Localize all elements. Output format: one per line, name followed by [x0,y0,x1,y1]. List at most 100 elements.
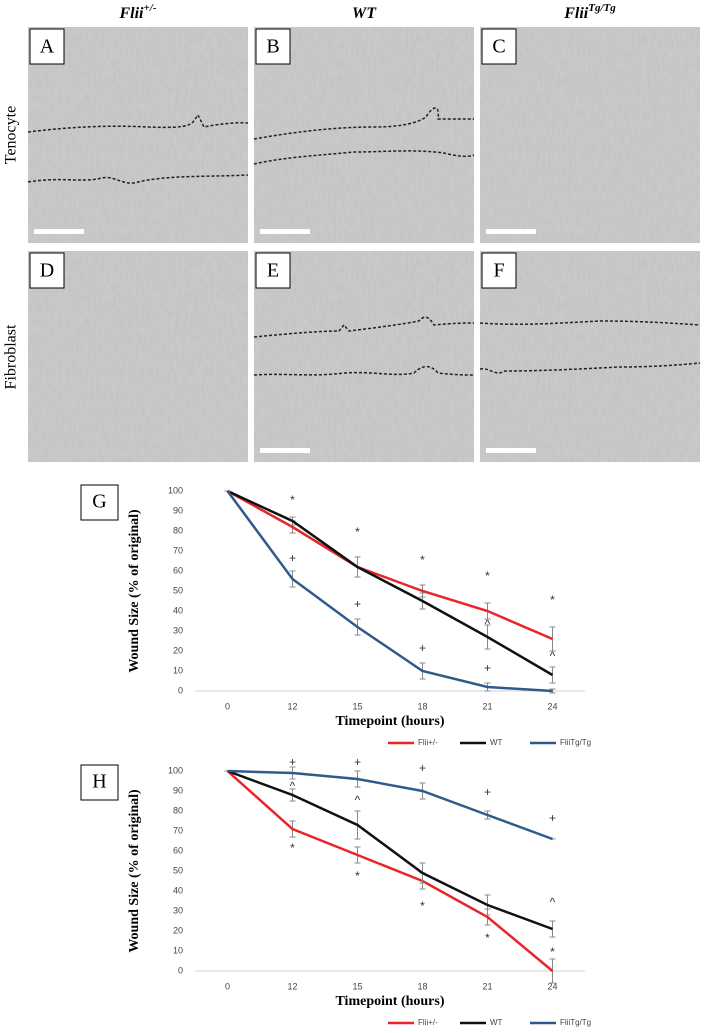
y-tick-label: 100 [168,485,183,495]
significance-marker: + [354,597,361,611]
image-texture [28,251,248,462]
column-header-base: WT [352,5,377,22]
significance-marker: * [420,553,425,567]
significance-marker: ^ [550,649,556,663]
panel-letter: C [492,36,505,58]
column-header-sup: Tg/Tg [588,2,616,14]
x-tick-label: 18 [417,981,427,991]
image-panel: C [480,27,700,243]
legend-label: Flii+/- [418,738,438,747]
legend-label: WT [490,738,503,747]
y-tick-label: 100 [168,765,183,775]
panel-letter-box [255,28,291,65]
significance-marker: * [355,525,360,539]
x-tick-label: 24 [547,981,557,991]
panel-letter-box [255,252,291,289]
significance-marker: + [419,761,426,775]
panel-letter: B [266,36,279,58]
series-line [226,489,554,677]
image-texture [480,27,700,243]
panel-letter-box [80,484,119,521]
significance-marker: + [484,785,491,799]
panel-letter: D [40,260,54,282]
wound-edge [253,107,474,140]
x-tick-label: 21 [482,701,492,711]
y-axis-title: Wound Size (% of original) [127,509,142,673]
column-header-base: Flii [563,5,589,22]
x-axis-title: Timepoint (hours) [335,994,444,1009]
panel-letter: G [92,491,106,513]
y-tick-label: 10 [173,665,183,675]
significance-marker: * [485,569,490,583]
significance-marker: ^ [290,779,296,793]
y-tick-label: 90 [173,785,183,795]
x-tick-label: 0 [225,981,230,991]
series-line [227,769,553,931]
scale-bar [260,229,310,234]
x-tick-label: 15 [352,701,362,711]
significance-marker: ^ [485,617,491,631]
x-tick-label: 18 [417,701,427,711]
y-tick-label: 70 [173,545,183,555]
series-line [226,770,554,972]
wound-edge [253,150,475,165]
significance-marker: * [290,493,295,507]
x-tick-label: 15 [352,981,362,991]
panel-letter: A [40,36,55,58]
wound-edge [27,113,249,133]
panel-letter-box [29,28,65,65]
significance-marker: + [354,755,361,769]
y-tick-label: 20 [173,645,183,655]
significance-marker: * [355,869,360,883]
scale-bar [260,448,310,453]
wound-edge [479,362,701,374]
image-panel: D [28,251,248,462]
y-tick-label: 10 [173,945,183,955]
y-tick-label: 70 [173,825,183,835]
image-panel: F [479,251,701,462]
column-header: WT [352,5,377,22]
y-tick-label: 0 [178,965,183,975]
series-line [226,490,553,693]
significance-marker: * [485,931,490,945]
y-tick-label: 30 [173,905,183,915]
x-tick-label: 12 [287,701,297,711]
significance-marker: + [549,811,556,825]
image-panel: B [253,27,475,243]
panel-letter-box [80,764,119,801]
significance-marker: * [420,899,425,913]
y-tick-label: 50 [173,585,183,595]
image-panel: E [253,251,475,462]
column-header: Flii+/- [118,2,156,22]
panel-letter: H [92,771,106,793]
image-texture [254,251,474,462]
panel-letter-box [481,252,517,289]
legend-label: Flii+/- [418,1018,438,1027]
x-axis-title: Timepoint (hours) [335,714,444,729]
wound-edge [479,320,701,326]
y-tick-label: 20 [173,925,183,935]
y-tick-label: 40 [173,605,183,615]
image-panel: A [27,27,249,243]
panel-letter: F [493,260,504,282]
x-tick-label: 21 [482,981,492,991]
significance-marker: * [290,841,295,855]
wound-edge [253,365,475,376]
column-header-sup: +/- [144,2,157,14]
column-header-base: Flii [118,5,144,22]
wound-edge [253,316,475,338]
series-line [227,769,553,841]
series-line [226,489,553,641]
scale-bar [486,448,536,453]
panel-letter-box [29,252,65,289]
significance-marker: + [289,551,296,565]
y-tick-label: 50 [173,865,183,875]
wound-edge [27,174,249,184]
image-texture [254,27,474,243]
significance-marker: + [484,661,491,675]
legend-label: FliiTg/Tg [560,738,591,747]
row-label: Tenocyte [3,106,20,164]
y-tick-label: 80 [173,525,183,535]
y-tick-label: 90 [173,505,183,515]
y-tick-label: 80 [173,805,183,815]
